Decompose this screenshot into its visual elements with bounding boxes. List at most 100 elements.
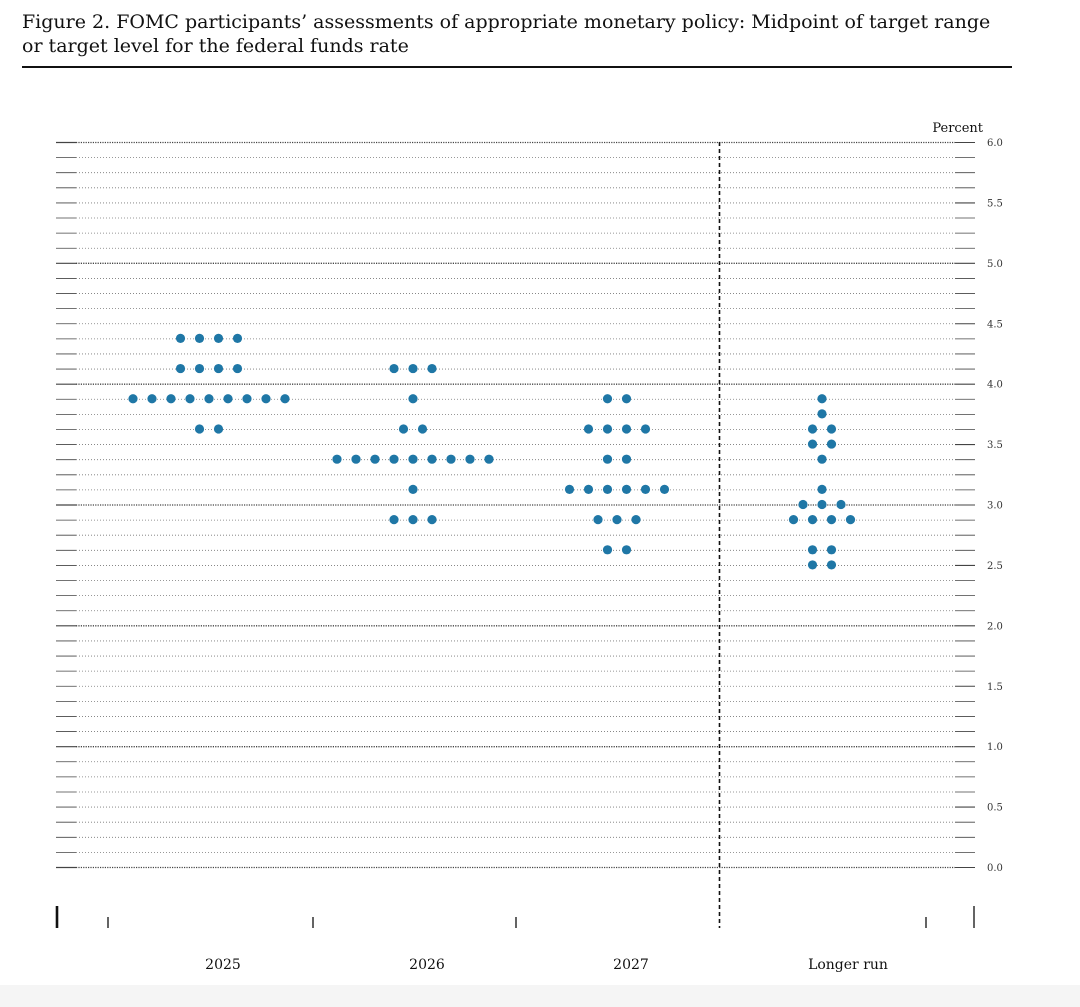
participant-dot — [408, 363, 418, 374]
participant-dot — [640, 424, 651, 434]
participant-dot — [408, 515, 418, 525]
grid-layer — [56, 141, 975, 869]
participant-dot — [408, 394, 418, 404]
participant-dot — [836, 499, 846, 510]
caption-line-2: or target level for the federal funds ra… — [22, 35, 409, 57]
participant-dot — [807, 515, 818, 525]
y-tick-label: 0.5 — [987, 803, 1003, 814]
participant-dot — [213, 424, 224, 434]
participant-dot — [185, 394, 195, 404]
participant-dot — [427, 363, 437, 374]
participant-dot — [621, 484, 632, 494]
participant-dot — [408, 454, 418, 464]
participant-dot — [788, 515, 799, 525]
participant-dot — [807, 560, 818, 570]
y-tick-label: 5.5 — [987, 198, 1003, 209]
dots-layer — [128, 333, 856, 570]
participant-dot — [817, 484, 827, 494]
participant-dot — [826, 424, 837, 434]
participant-dot — [826, 560, 837, 570]
participant-dot — [593, 515, 603, 525]
participant-dot — [817, 499, 827, 510]
participant-dot — [389, 515, 399, 525]
participant-dot — [583, 484, 594, 494]
participant-dot — [389, 363, 399, 374]
participant-dot — [147, 394, 157, 404]
participant-dot — [602, 545, 613, 555]
participant-dot — [389, 454, 399, 464]
participant-dot — [194, 333, 205, 343]
caption-rule — [22, 66, 1012, 68]
participant-dot — [826, 515, 837, 525]
x-tick-label: 2026 — [409, 957, 445, 973]
y-tick-label: 4.0 — [987, 380, 1003, 391]
participant-dot — [807, 439, 818, 449]
participant-dot — [223, 394, 233, 404]
participant-dot — [232, 333, 243, 343]
participant-dot — [621, 545, 632, 555]
participant-dot — [602, 424, 613, 434]
participant-dot — [621, 424, 632, 434]
participant-dot — [166, 394, 176, 404]
participant-dot — [602, 394, 613, 404]
y-tick-label: 3.0 — [987, 501, 1003, 512]
participant-dot — [798, 499, 808, 510]
participant-dot — [807, 424, 818, 434]
participant-dot — [332, 454, 342, 464]
participant-dot — [175, 363, 186, 374]
participant-dot — [826, 545, 837, 555]
participant-dot — [583, 424, 594, 434]
participant-dot — [602, 454, 613, 464]
participant-dot — [465, 454, 475, 464]
participant-dot — [194, 363, 205, 374]
participant-dot — [370, 454, 380, 464]
caption-line-1: Figure 2. FOMC participants’ assessments… — [22, 11, 991, 33]
participant-dot — [351, 454, 361, 464]
participant-dot — [621, 394, 632, 404]
y-tick-label: 2.0 — [987, 621, 1003, 632]
y-tick-label: 0.0 — [987, 863, 1003, 874]
bottom-band — [0, 985, 1080, 1007]
participant-dot — [128, 394, 138, 404]
participant-dot — [427, 515, 437, 525]
x-tick-label: Longer run — [808, 957, 888, 973]
participant-dot — [826, 439, 837, 449]
label-layer: 0.0 0.5 1.0 1.5 2.0 2.5 3.0 3.5 4.0 4.5 5.0 5.5 6.0 P… — [205, 121, 1003, 973]
y-tick-label: 2.5 — [987, 561, 1003, 572]
participant-dot — [398, 424, 409, 434]
y-tick-label: 6.0 — [987, 138, 1003, 149]
x-tick-label: 2025 — [205, 957, 241, 973]
participant-dot — [564, 484, 575, 494]
participant-dot — [204, 394, 214, 404]
participant-dot — [175, 333, 186, 343]
participant-dot — [417, 424, 428, 434]
y-tick-label: 1.5 — [987, 682, 1003, 693]
participant-dot — [807, 545, 818, 555]
axis-layer — [55, 142, 975, 928]
participant-dot — [817, 394, 827, 404]
participant-dot — [446, 454, 456, 464]
participant-dot — [631, 515, 641, 525]
participant-dot — [621, 454, 632, 464]
participant-dot — [817, 454, 827, 464]
y-tick-label: 3.5 — [987, 440, 1003, 451]
figure-caption: Figure 2. FOMC participants’ assessments… — [22, 10, 1012, 58]
participant-dot — [280, 394, 290, 404]
participant-dot — [640, 484, 651, 494]
participant-dot — [232, 363, 243, 374]
y-tick-label: 1.0 — [987, 742, 1003, 753]
y-tick-label: 5.0 — [987, 259, 1003, 270]
participant-dot — [261, 394, 271, 404]
participant-dot — [213, 363, 224, 374]
participant-dot — [194, 424, 205, 434]
participant-dot — [408, 484, 418, 494]
participant-dot — [213, 333, 224, 343]
participant-dot — [602, 484, 613, 494]
participant-dot — [242, 394, 252, 404]
participant-dot — [817, 409, 827, 419]
participant-dot — [659, 484, 670, 494]
y-axis-label: Percent — [932, 121, 983, 136]
x-tick-label: 2027 — [613, 957, 649, 973]
participant-dot — [845, 515, 856, 525]
